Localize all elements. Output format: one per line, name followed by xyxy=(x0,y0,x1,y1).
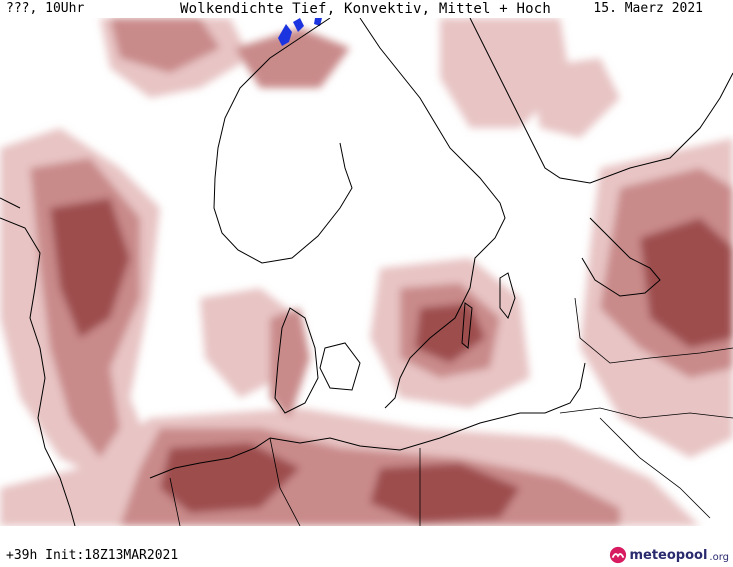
meteopool-logo[interactable]: meteopool .org xyxy=(609,543,729,567)
cloud-cover-layer xyxy=(0,18,733,526)
logo-text: meteopool xyxy=(629,547,708,563)
precipitation-marks xyxy=(278,18,322,46)
map-title: Wolkendichte Tief, Konvektiv, Mittel + H… xyxy=(180,1,552,17)
forecast-hour-label: ???, 10Uhr xyxy=(6,1,85,16)
meteopool-logo-icon xyxy=(610,546,627,564)
forecast-date: 15. Maerz 2021 xyxy=(593,1,703,16)
model-run-info: +39h Init:18Z13MAR2021 xyxy=(6,548,179,563)
coastlines xyxy=(0,18,733,526)
cloud-density-map xyxy=(0,18,733,526)
map-canvas xyxy=(0,18,733,526)
logo-tld: .org xyxy=(709,551,729,563)
